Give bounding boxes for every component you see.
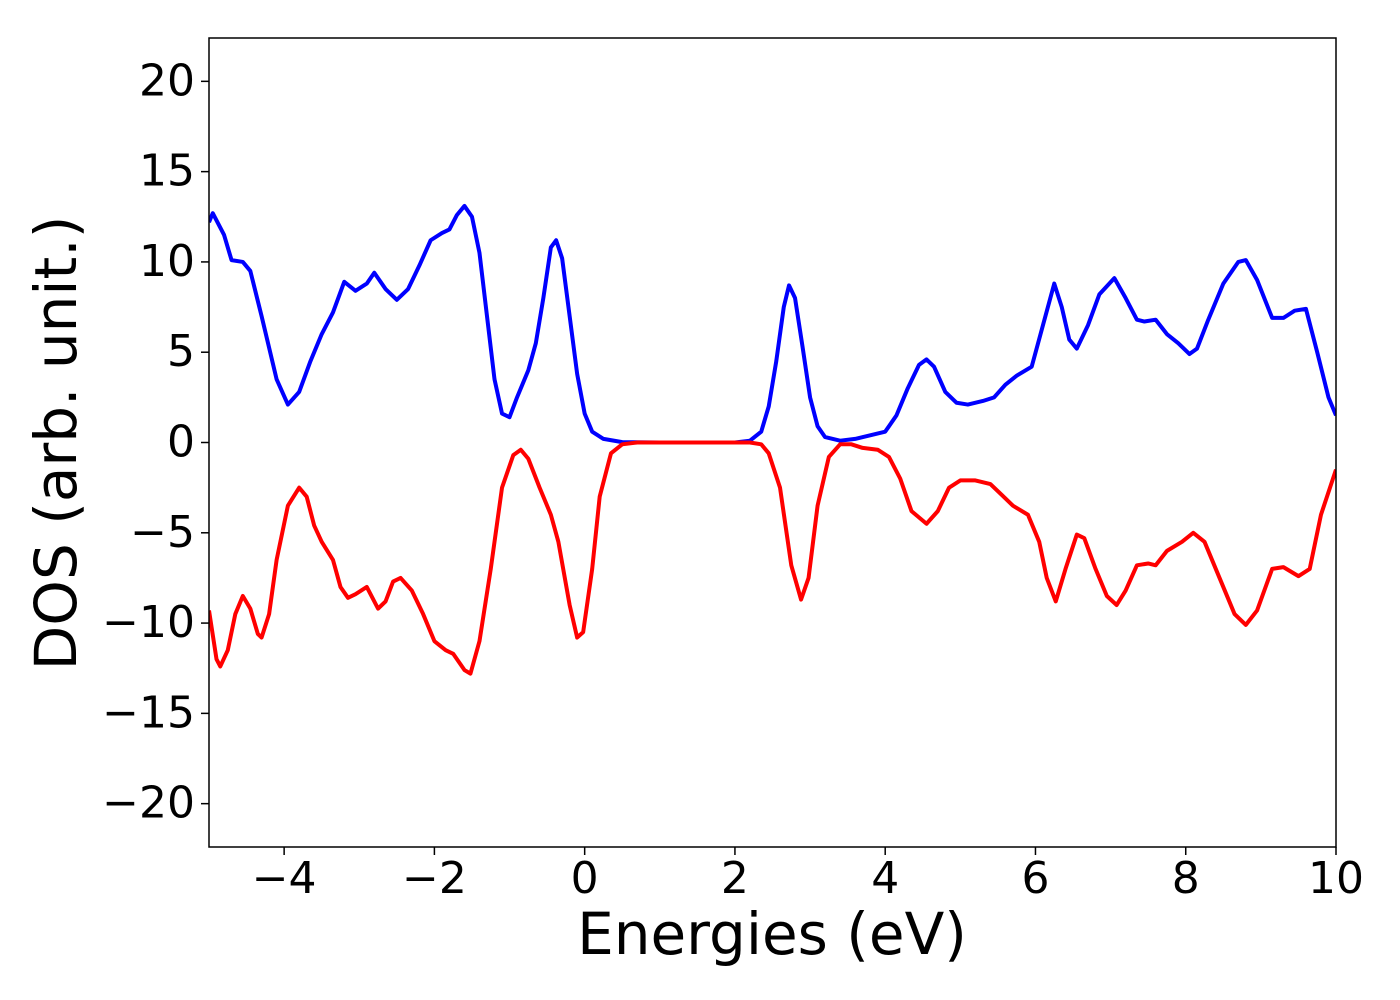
x-tick-label: 6 xyxy=(1021,853,1049,904)
x-tick-label: 4 xyxy=(871,853,899,904)
y-tick-label: −5 xyxy=(130,507,195,558)
x-tick-label: 8 xyxy=(1172,853,1200,904)
y-tick-label: 5 xyxy=(167,326,195,377)
y-tick-label: 15 xyxy=(139,146,195,197)
x-tick-label: 0 xyxy=(571,853,599,904)
x-axis-label: Energies (eV) xyxy=(577,900,967,968)
y-tick-label: 10 xyxy=(139,236,195,287)
y-tick-label: −10 xyxy=(102,597,195,648)
y-axis-label: DOS (arb. unit.) xyxy=(22,216,90,671)
y-tick-label: 20 xyxy=(139,55,195,106)
y-tick-label: 0 xyxy=(167,417,195,468)
x-tick-label: −2 xyxy=(402,853,467,904)
y-tick-label: −15 xyxy=(102,687,195,738)
x-tick-label: −4 xyxy=(252,853,317,904)
x-tick-label: 2 xyxy=(721,853,749,904)
plot-frame xyxy=(208,37,1337,848)
dos-line xyxy=(209,203,1336,445)
y-tick-label: −20 xyxy=(102,778,195,829)
dos-line xyxy=(209,440,1336,676)
x-tick-label: 10 xyxy=(1308,853,1364,904)
